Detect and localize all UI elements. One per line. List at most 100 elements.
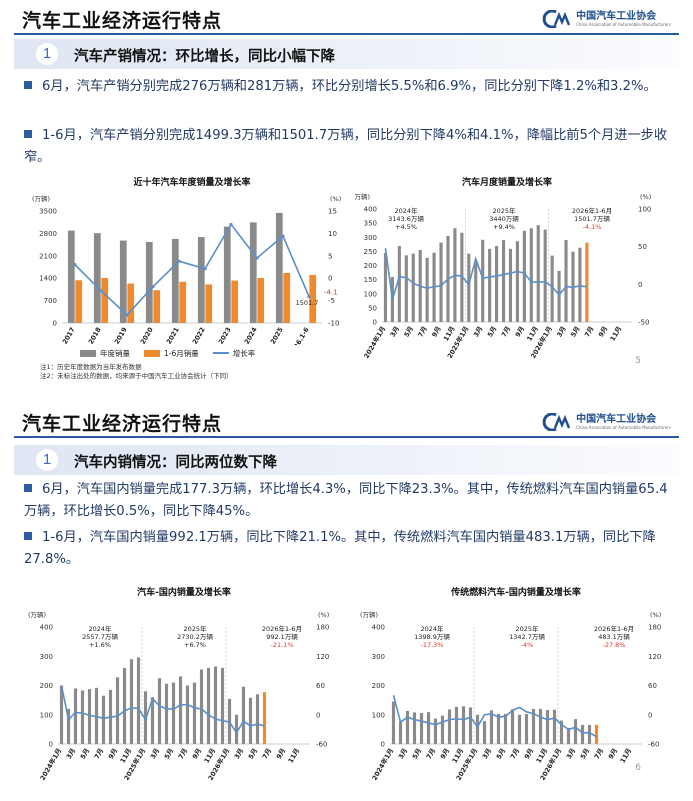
x-tick-label: 7月 bbox=[425, 747, 437, 761]
bar bbox=[552, 709, 557, 744]
y2-tick-label: -60 bbox=[316, 741, 327, 749]
bullet-text: 6月，汽车产销分别完成276万辆和281万辆，环比分别增长5.5%和6.9%，同… bbox=[42, 79, 657, 94]
y2-tick-label: 10 bbox=[328, 230, 337, 238]
caam-logo-icon bbox=[542, 10, 571, 28]
bullet-square-icon bbox=[24, 130, 32, 138]
bar bbox=[468, 707, 473, 744]
bar bbox=[153, 290, 161, 323]
bar bbox=[206, 667, 211, 744]
bar bbox=[474, 261, 478, 322]
y2-tick-label: -5 bbox=[328, 297, 335, 305]
bar bbox=[404, 255, 408, 322]
bar bbox=[488, 248, 492, 322]
bullet-1: 6月，汽车国内销量完成177.3万辆，环比增长4.3%，同比下降23.3%。其中… bbox=[24, 479, 674, 523]
header-rule bbox=[14, 33, 679, 35]
x-tick-label: 7月 bbox=[593, 747, 605, 761]
note-2: 注2：未标注出处的数据，均来源于中国汽车工业协会统计（下同） bbox=[40, 372, 233, 380]
chart-title: 近十年汽车年度销量及增长率 bbox=[133, 176, 250, 188]
x-tick-label: 7月 bbox=[500, 325, 512, 339]
y-axis-unit: (万辆) bbox=[360, 610, 378, 619]
growth-point bbox=[151, 285, 155, 289]
y-tick-label: 350 bbox=[364, 220, 377, 228]
y-tick-label: 700 bbox=[44, 297, 57, 305]
y-tick-label: 300 bbox=[364, 234, 377, 242]
bullet-text: 6月，汽车国内销量完成177.3万辆，环比增长4.3%，同比下降23.3%。其中… bbox=[24, 482, 668, 519]
y-tick-label: 3500 bbox=[39, 208, 57, 216]
bar bbox=[257, 278, 265, 323]
annual-sales-chart: 近十年汽车年度销量及增长率 (万辆) (%) 0 700 1400 2100 2800 3500… bbox=[32, 176, 341, 345]
x-tick-label: 3月 bbox=[472, 325, 484, 339]
x-tick-label: 3月 bbox=[397, 747, 409, 761]
bar bbox=[150, 697, 155, 744]
y2-tick-label: 100 bbox=[638, 206, 651, 214]
bar bbox=[419, 712, 424, 744]
bar bbox=[503, 713, 508, 744]
x-tick-label: 3月 bbox=[149, 747, 161, 761]
x-tick-label: 7月 bbox=[583, 325, 595, 339]
bar bbox=[171, 238, 179, 323]
growth-rate-line bbox=[74, 223, 310, 317]
bar bbox=[578, 247, 582, 322]
x-tick-label: 2026.1-6 bbox=[288, 326, 311, 345]
y-tick-label: 0 bbox=[373, 319, 377, 327]
bar bbox=[275, 212, 283, 323]
y-tick-label: 100 bbox=[40, 711, 53, 719]
x-tick-label: 5月 bbox=[163, 747, 175, 761]
bar bbox=[119, 240, 127, 323]
bar bbox=[383, 253, 388, 322]
bar bbox=[550, 255, 554, 322]
bar bbox=[59, 685, 64, 744]
bar bbox=[405, 710, 410, 744]
y2-tick-label: 50 bbox=[638, 243, 647, 251]
y2-tick-label: 5 bbox=[328, 252, 332, 260]
growth-point bbox=[125, 313, 129, 317]
y-tick-label: 2800 bbox=[39, 230, 57, 238]
y2-tick-label: 0 bbox=[316, 711, 320, 719]
y2-tick-label: -50 bbox=[638, 319, 649, 327]
legend-item-annual: 年度销量 bbox=[80, 348, 130, 359]
x-tick-label: 9月 bbox=[514, 325, 526, 339]
x-tick-label: 9月 bbox=[597, 325, 609, 339]
bar bbox=[482, 721, 487, 744]
bar bbox=[489, 710, 494, 744]
caam-logo: 中国汽车工业协会 China Association of Automobile… bbox=[542, 411, 671, 433]
y2-tick-label: 180 bbox=[316, 624, 329, 632]
bar bbox=[192, 682, 197, 744]
bar bbox=[508, 248, 513, 322]
bar bbox=[93, 233, 101, 323]
section-number: 1 bbox=[36, 43, 58, 65]
section-banner: 1 汽车内销情况：同比两位数下降 bbox=[14, 445, 679, 475]
ice-domestic-sales-chart: 传统燃料汽车-国内销量及增长率 (万辆) (%) 0 100 200 300 400 -60 0 6… bbox=[360, 586, 661, 782]
y-axis-unit: (万辆) bbox=[32, 194, 50, 203]
x-tick-label: 11月 bbox=[287, 747, 302, 764]
bar bbox=[566, 727, 571, 744]
growth-point bbox=[99, 289, 103, 293]
legend-item-h1: 1-6月销量 bbox=[144, 348, 199, 359]
x-tick-label: 5月 bbox=[579, 747, 591, 761]
x-tick-label: 2024年1月 bbox=[370, 747, 396, 782]
x-tick-label: 9月 bbox=[607, 747, 619, 761]
bar bbox=[249, 222, 257, 323]
caam-logo: 中国汽车工业协会 China Association of Automobile… bbox=[542, 8, 671, 30]
y-tick-label: 250 bbox=[364, 248, 377, 256]
bar bbox=[199, 669, 204, 744]
logo-sub: China Association of Automobile Manufact… bbox=[576, 425, 671, 430]
bar bbox=[231, 280, 239, 323]
bar bbox=[197, 237, 205, 323]
x-tick-label: 5月 bbox=[411, 747, 423, 761]
bar bbox=[557, 270, 561, 322]
y2-tick-label: 0 bbox=[648, 711, 652, 719]
x-tick-label: 7月 bbox=[261, 747, 273, 761]
bar bbox=[178, 676, 183, 744]
bar bbox=[241, 686, 246, 744]
bar bbox=[426, 712, 431, 744]
bar bbox=[234, 714, 239, 744]
y2-tick-label: 120 bbox=[648, 653, 661, 661]
logo-sub: China Association of Automobile Manufact… bbox=[576, 22, 671, 27]
header-rule bbox=[14, 436, 679, 438]
growth-point bbox=[177, 259, 181, 263]
bullet-square-icon bbox=[24, 532, 32, 540]
bar bbox=[573, 719, 578, 744]
section-banner: 1 汽车产销情况：环比增长，同比小幅下降 bbox=[14, 39, 679, 69]
y2-tick-label: 60 bbox=[316, 682, 325, 690]
